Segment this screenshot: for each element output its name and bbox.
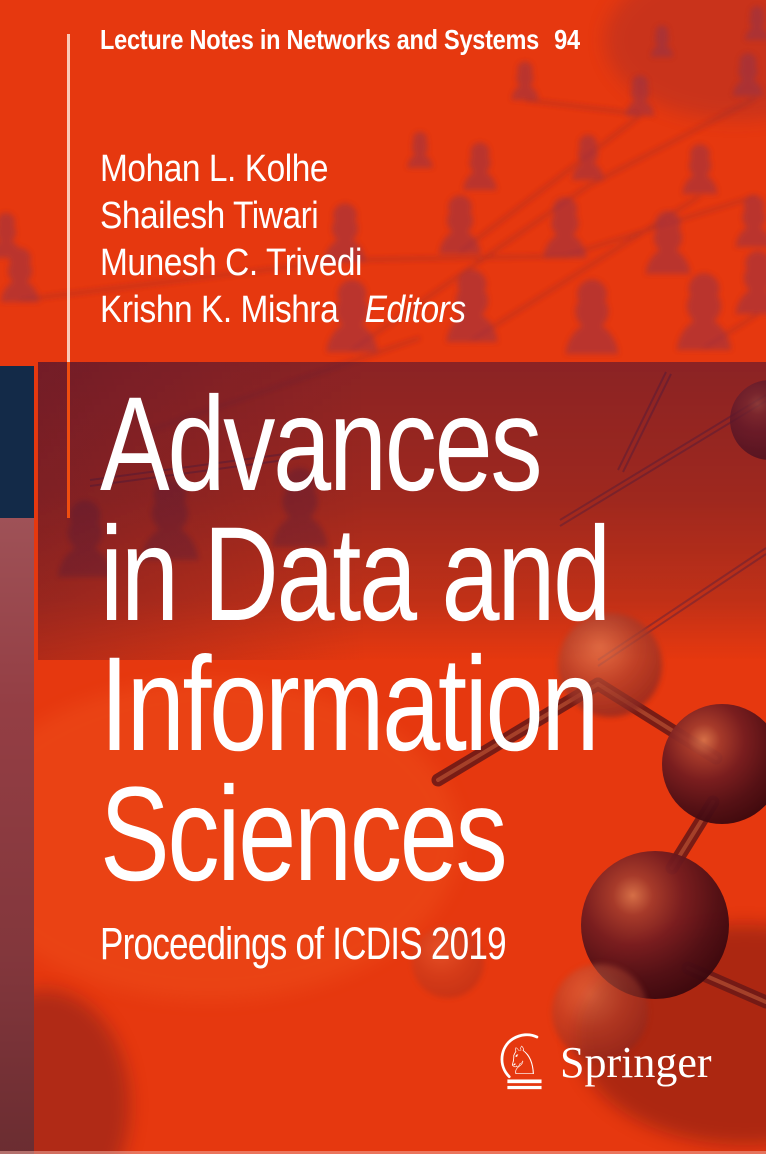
page-bottom-edge [0,1151,766,1154]
editors-last-line: Krishn K. Mishra Editors [100,287,466,334]
book-title: Advances in Data and Information Science… [100,378,611,902]
book-title-line-2: in Data and [100,500,611,649]
springer-horse-glyph: ♘ [506,1039,541,1084]
title-band [38,362,766,660]
series-number: 94 [554,24,580,55]
accent-navy-bar [0,366,34,518]
springer-swoosh [500,1033,539,1079]
left-edge-strip [0,518,34,1154]
editor-name: Krishn K. Mishra [100,289,339,331]
springer-horse-icon: ♘ [500,1033,542,1090]
editor-name: Shailesh Tiwari [100,195,319,237]
book-title-line-4: Sciences [100,760,508,909]
editor-name: Mohan L. Kolhe [100,148,329,190]
series-header: Lecture Notes in Networks and Systems 94 [100,24,580,56]
series-title: Lecture Notes in Networks and Systems [100,24,540,55]
book-subtitle: Proceedings of ICDIS 2019 [100,918,507,969]
editors-block: Mohan L. Kolhe Shailesh Tiwari Munesh C.… [100,146,466,334]
editors-role-label: Editors [364,289,466,331]
logo-underline-1 [507,1079,542,1084]
springer-logo: ♘ Springer [500,1030,712,1092]
logo-underline-2 [507,1085,542,1090]
vertical-rule-top [67,34,70,362]
editor-name: Munesh C. Trivedi [100,242,363,284]
book-title-line-3: Information [100,630,599,779]
vertical-rule-band [67,362,70,518]
springer-wordmark: Springer [560,1037,712,1087]
book-title-line-1: Advances [100,370,543,519]
